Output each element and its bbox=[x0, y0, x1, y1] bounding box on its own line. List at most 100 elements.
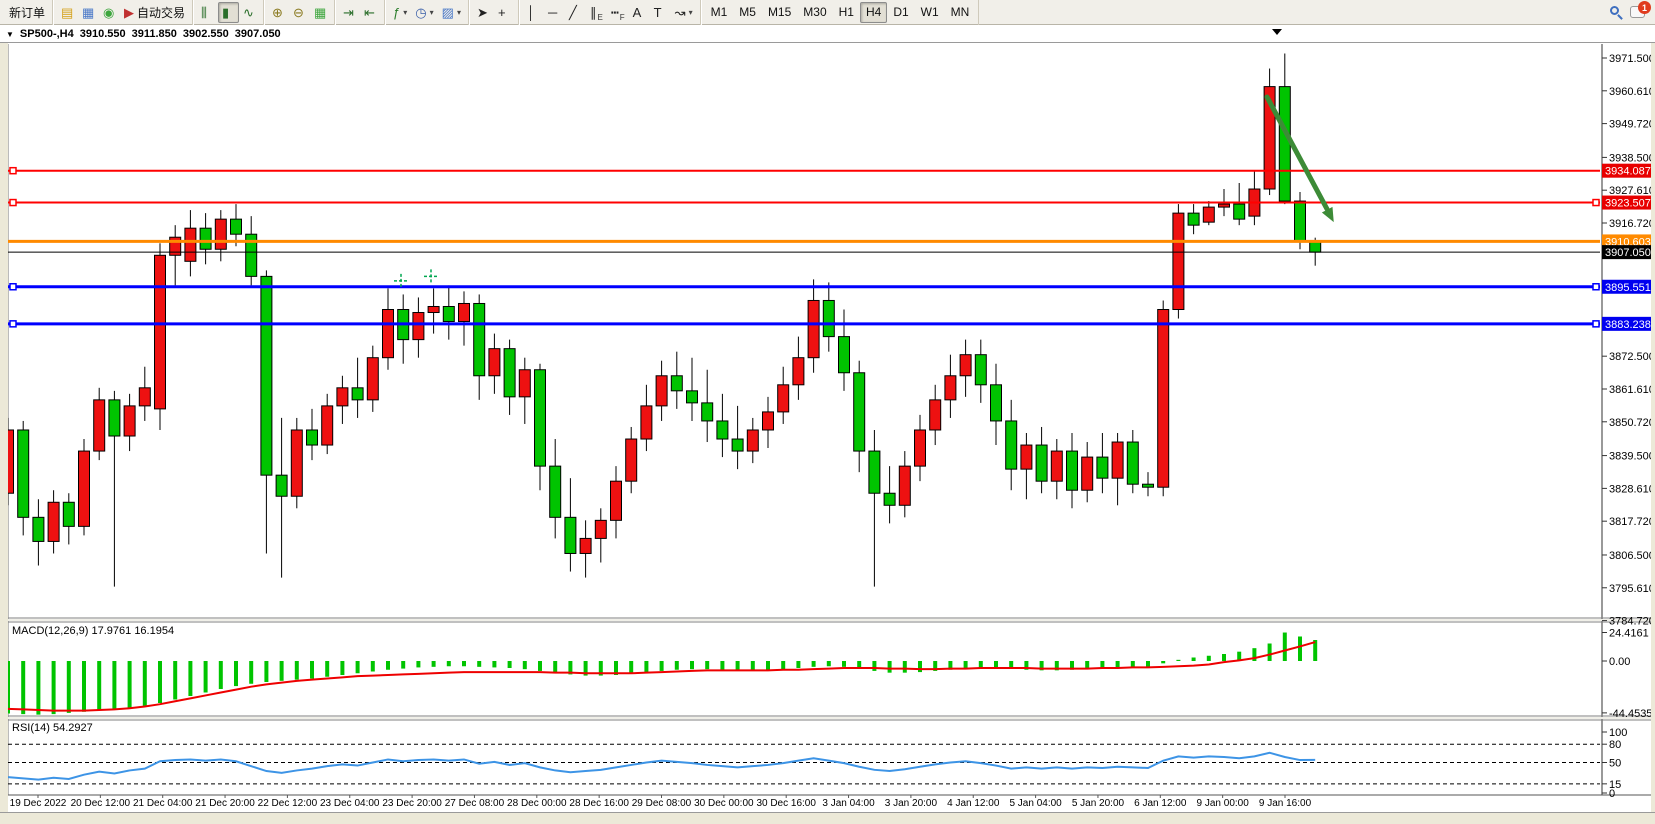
timeframe-d1[interactable]: D1 bbox=[887, 2, 914, 23]
cursor-button[interactable]: ➤ bbox=[473, 2, 494, 23]
candle bbox=[154, 254, 166, 410]
timeframe-h1[interactable]: H1 bbox=[833, 2, 860, 23]
collapse-chart-icon[interactable]: ▼ bbox=[6, 29, 14, 39]
chart-shift-button[interactable]: ⇤ bbox=[360, 2, 381, 23]
search-icon[interactable] bbox=[1610, 6, 1623, 20]
candle bbox=[260, 275, 273, 476]
timeframe-h4[interactable]: H4 bbox=[859, 1, 888, 23]
new-order-button-label: 新订单 bbox=[9, 5, 46, 20]
candle bbox=[1187, 212, 1200, 226]
equidistant-channel-button-glyph: ∥ bbox=[589, 4, 597, 20]
pane-separator-band[interactable] bbox=[0, 717, 1655, 719]
candle bbox=[306, 429, 318, 446]
hline-handle[interactable] bbox=[9, 320, 17, 328]
chart-surface[interactable]: 3934.0873923.5073910.6033907.0503895.551… bbox=[0, 26, 1655, 824]
new-order-button[interactable]: 新订单 bbox=[5, 2, 49, 23]
candle bbox=[321, 405, 334, 446]
candle bbox=[1096, 456, 1109, 479]
notifications-icon[interactable]: 1 bbox=[1630, 1, 1651, 18]
timeframe-mn[interactable]: MN bbox=[945, 2, 976, 23]
down-arrow-head-icon bbox=[1321, 206, 1334, 223]
candle bbox=[762, 411, 774, 431]
timeframe-w1-label: W1 bbox=[920, 5, 939, 19]
candle bbox=[366, 357, 379, 401]
equidistant-channel-button[interactable]: ∥ E bbox=[586, 2, 607, 23]
price-badge bbox=[1602, 245, 1654, 260]
x-axis-label: 30 Dec 00:00 bbox=[694, 798, 754, 809]
text-label-button[interactable]: T bbox=[650, 2, 671, 23]
arrows-tool-button-caret[interactable]: ▾ bbox=[688, 7, 693, 17]
candle bbox=[974, 354, 987, 386]
candle bbox=[1294, 200, 1306, 243]
hline-handle[interactable] bbox=[1592, 198, 1600, 207]
hline-handle[interactable] bbox=[9, 283, 17, 291]
y-axis-label: 3806.500 bbox=[1609, 550, 1655, 562]
candle bbox=[230, 218, 242, 235]
arrows-tool-button-glyph: ↝ bbox=[674, 4, 686, 20]
ohlc-high: 3911.850 bbox=[131, 28, 177, 40]
vertical-line-button[interactable]: │ bbox=[523, 2, 544, 23]
signals-icon[interactable]: ◉ bbox=[99, 2, 120, 23]
down-arrow-annotation[interactable] bbox=[1264, 94, 1330, 212]
macd-value-main: 17.9761 bbox=[91, 625, 132, 637]
candle bbox=[1066, 450, 1078, 491]
auto-scroll-button[interactable]: ⇥ bbox=[339, 2, 360, 23]
zoom-out-button[interactable]: ⊖ bbox=[289, 2, 310, 23]
indicators-button-caret[interactable]: ▾ bbox=[403, 7, 408, 17]
fibonacci-button[interactable]: ┅ F bbox=[607, 2, 629, 23]
charts-stack-icon[interactable]: ▤ bbox=[57, 2, 78, 23]
chart-background bbox=[0, 43, 1655, 812]
toolbar-group: 新订单 bbox=[2, 0, 54, 25]
candle bbox=[625, 438, 638, 482]
pane-separator-band[interactable] bbox=[0, 619, 1655, 621]
zoom-in-button[interactable]: ⊕ bbox=[268, 2, 289, 23]
price-badge bbox=[1602, 234, 1654, 249]
trendline-button[interactable]: ╱ bbox=[565, 2, 586, 23]
candlestick-chart-button[interactable]: ▮ bbox=[218, 1, 240, 23]
candle bbox=[579, 537, 592, 554]
ohlc-low: 3902.550 bbox=[182, 28, 229, 40]
price-badge bbox=[1602, 316, 1654, 331]
hline-handle[interactable] bbox=[9, 198, 17, 207]
text-button[interactable]: A bbox=[629, 2, 650, 23]
timeframe-w1[interactable]: W1 bbox=[915, 2, 945, 23]
candle bbox=[1020, 444, 1033, 470]
periods-button[interactable]: ◷ ▾ bbox=[411, 2, 437, 23]
candle bbox=[62, 501, 75, 527]
timeframe-m30[interactable]: M30 bbox=[797, 2, 832, 23]
hline-handle[interactable] bbox=[1592, 320, 1600, 328]
window-left-edge bbox=[0, 43, 8, 812]
tile-windows-button[interactable]: ▦ bbox=[310, 2, 331, 23]
templates-button[interactable]: ▨ ▾ bbox=[438, 2, 465, 23]
rsi-axis-label: 100 bbox=[1609, 727, 1627, 739]
x-axis-label: 21 Dec 04:00 bbox=[133, 798, 193, 809]
candle bbox=[290, 429, 303, 497]
candle bbox=[382, 309, 394, 359]
crosshair-button[interactable]: + bbox=[494, 2, 515, 23]
horizontal-line-button[interactable]: ─ bbox=[544, 2, 565, 23]
timeframe-m5[interactable]: M5 bbox=[733, 2, 762, 23]
timeframe-m1[interactable]: M1 bbox=[705, 2, 734, 23]
toolbar-group: ƒ ▾ ◷ ▾ ▨ ▾ bbox=[385, 0, 469, 25]
timeframe-m15[interactable]: M15 bbox=[762, 2, 797, 23]
templates-button-caret[interactable]: ▾ bbox=[456, 7, 461, 17]
candle bbox=[777, 384, 790, 413]
bar-chart-button[interactable]: ⫼ bbox=[197, 2, 218, 23]
x-axis-label: 21 Dec 20:00 bbox=[195, 798, 255, 809]
y-axis-label: 3949.720 bbox=[1609, 119, 1655, 131]
rsi-line bbox=[7, 751, 1316, 781]
periods-button-caret[interactable]: ▾ bbox=[429, 7, 434, 17]
autotrading-button[interactable]: ▶ 自动交易 bbox=[120, 2, 189, 23]
data-window-icon[interactable]: ▦ bbox=[78, 2, 99, 23]
main-toolbar: 新订单 ▤ ▦ ◉ ▶ 自动交易 ⫼ ▮ ∿ ⊕ ⊖ ▦ ⇥ ⇤ ƒ ▾ ◷ ▾ ▨ ▾ ➤ + │ ─ ╱ ∥ E ┅ F A T ↝ ▾ M1… bbox=[0, 0, 1655, 25]
arrows-tool-button[interactable]: ↝ ▾ bbox=[671, 2, 697, 23]
line-chart-button[interactable]: ∿ bbox=[239, 2, 260, 23]
candle bbox=[670, 375, 683, 392]
hline-handle[interactable] bbox=[9, 166, 17, 175]
indicators-button[interactable]: ƒ ▾ bbox=[389, 2, 411, 23]
price-badge bbox=[1602, 195, 1654, 210]
hline-handle[interactable] bbox=[1592, 283, 1600, 291]
cursor-button-glyph: ➤ bbox=[476, 4, 488, 20]
candle bbox=[17, 429, 30, 518]
autotrading-button-glyph: ▶ bbox=[124, 4, 135, 20]
